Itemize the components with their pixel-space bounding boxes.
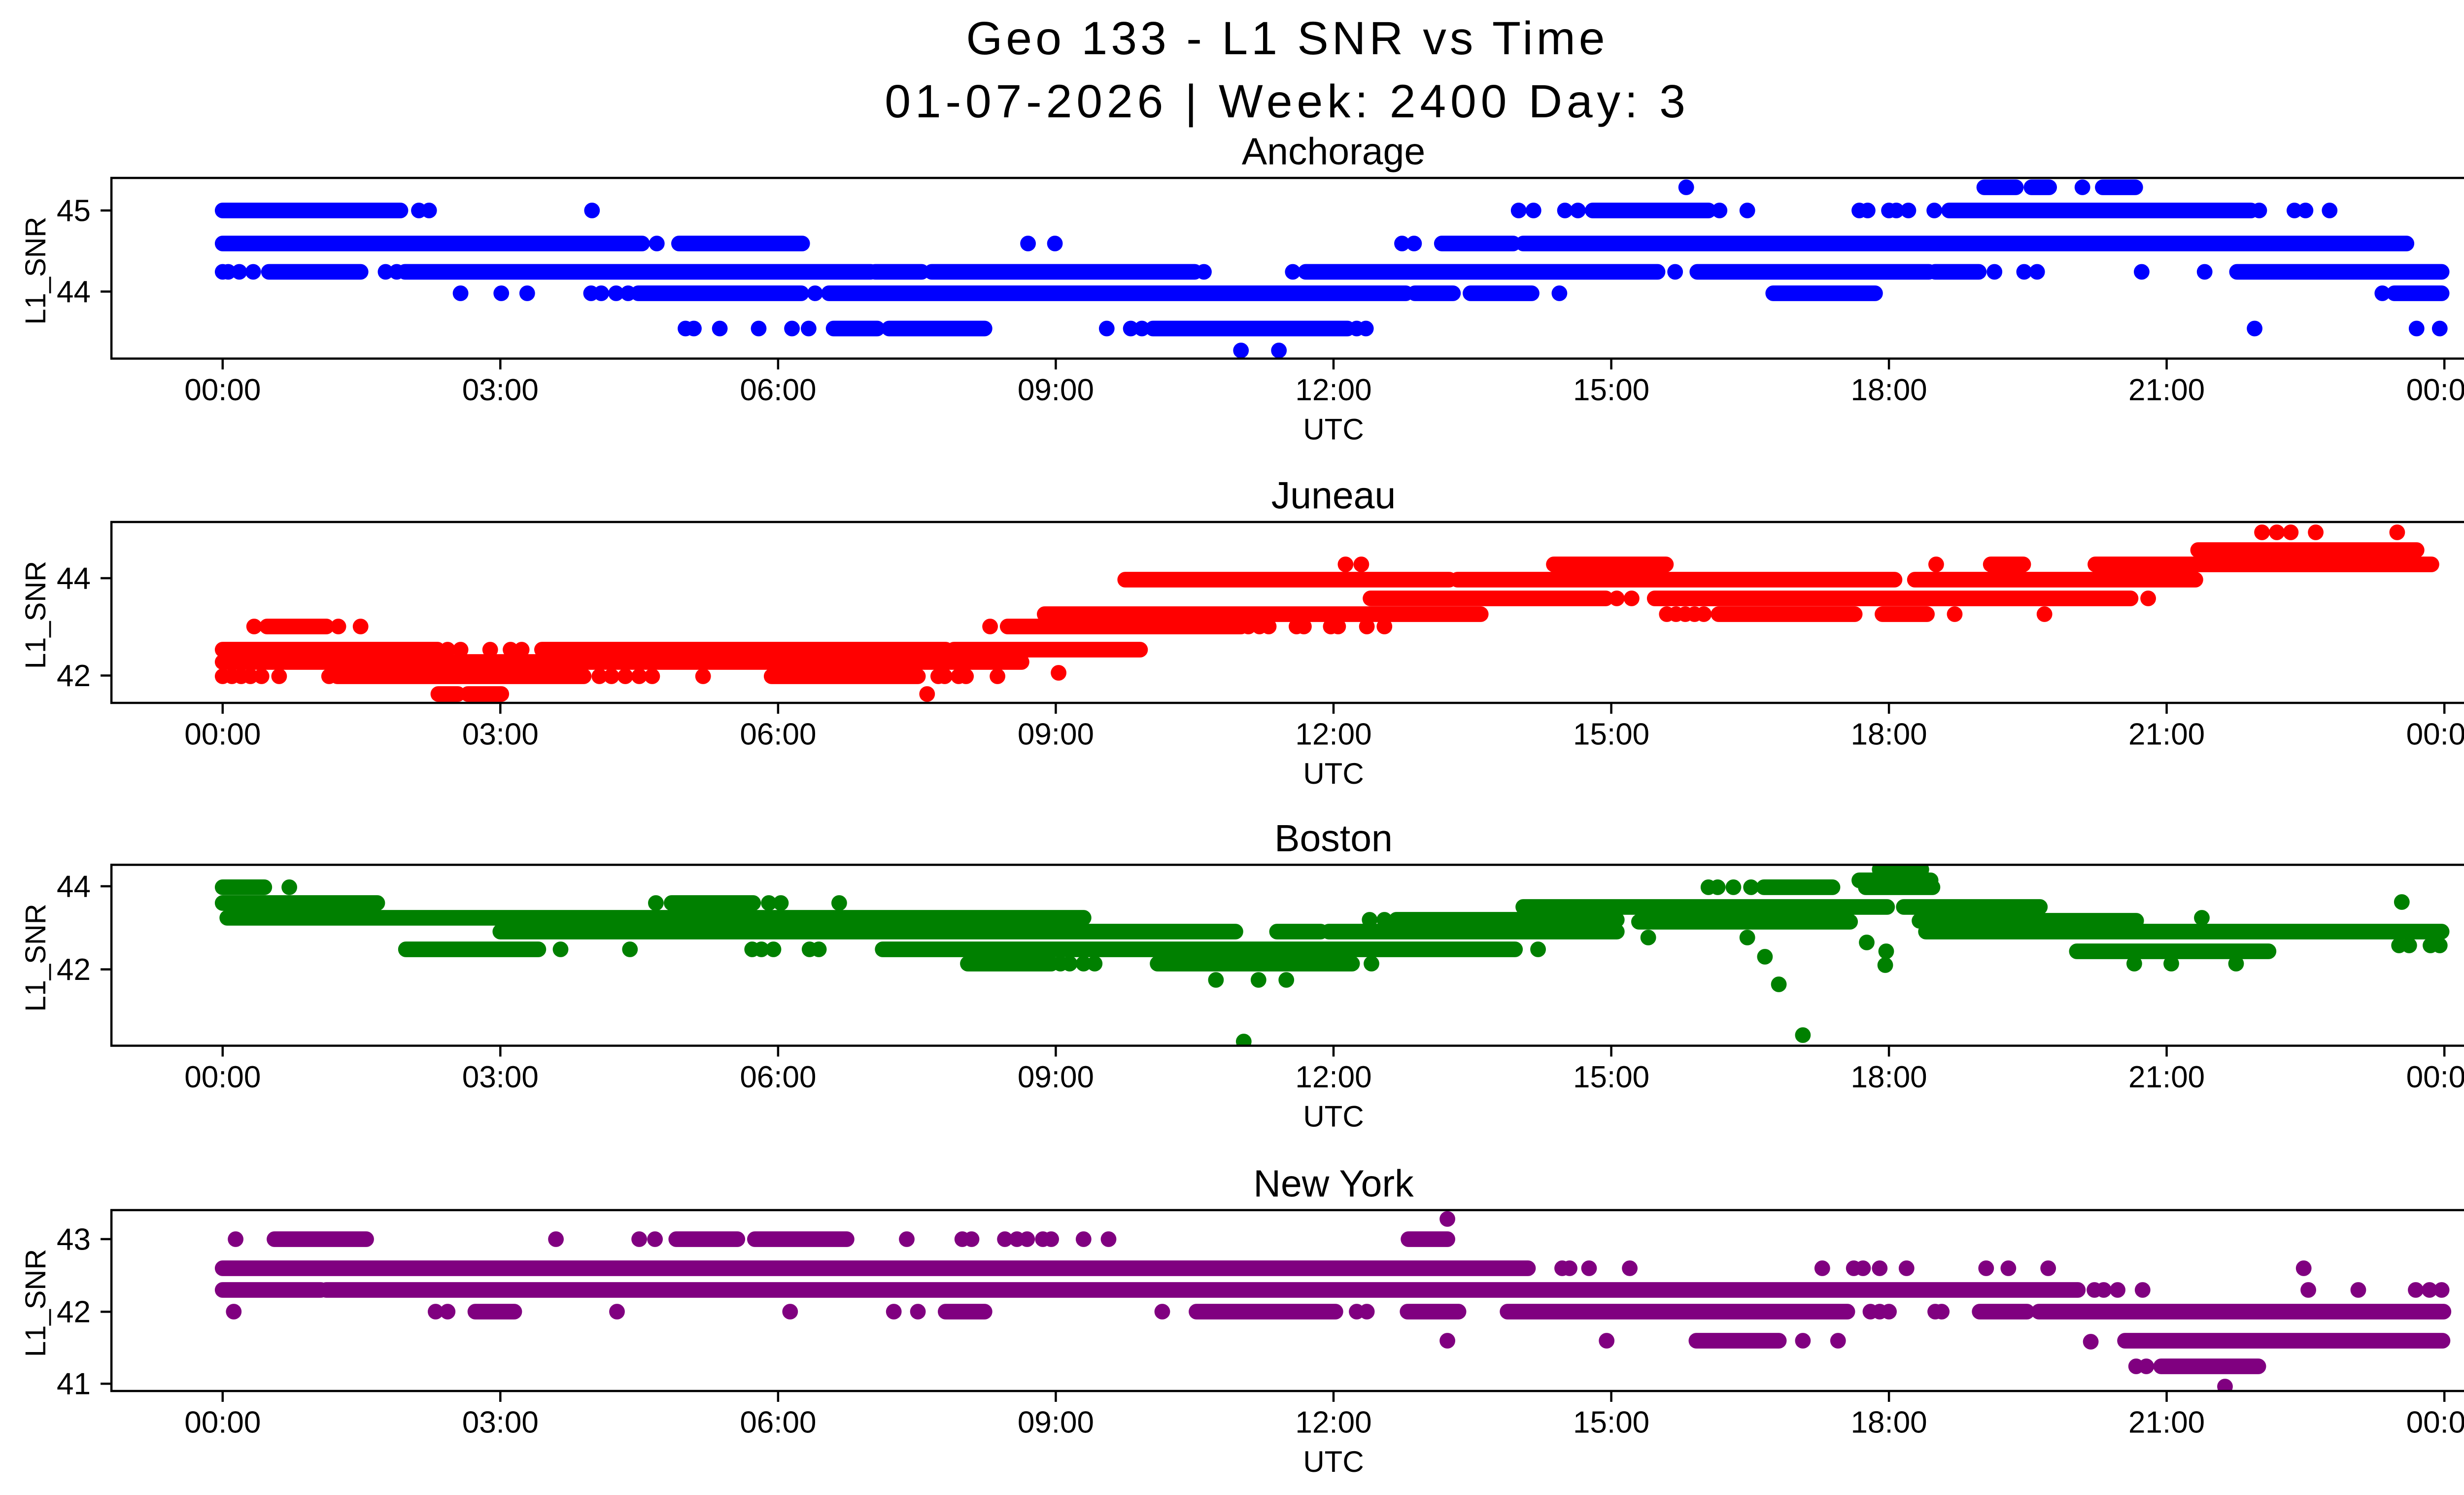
svg-text:00:00: 00:00 — [2406, 1406, 2464, 1440]
svg-text:00:00: 00:00 — [2406, 1060, 2464, 1094]
svg-text:42: 42 — [57, 659, 91, 693]
svg-text:21:00: 21:00 — [2128, 1406, 2205, 1440]
svg-text:Geo 133 - L1 SNR vs Time: Geo 133 - L1 SNR vs Time — [966, 12, 1608, 65]
svg-text:L1_SNR: L1_SNR — [20, 217, 52, 325]
svg-text:00:00: 00:00 — [184, 1060, 261, 1094]
svg-text:21:00: 21:00 — [2128, 373, 2205, 407]
svg-text:06:00: 06:00 — [740, 373, 816, 407]
svg-text:00:00: 00:00 — [2406, 718, 2464, 752]
svg-text:New York: New York — [1253, 1163, 1414, 1205]
svg-text:09:00: 09:00 — [1018, 1406, 1094, 1440]
svg-text:44: 44 — [57, 870, 91, 904]
svg-text:UTC: UTC — [1303, 1445, 1364, 1478]
svg-text:03:00: 03:00 — [462, 1060, 539, 1094]
svg-text:21:00: 21:00 — [2128, 718, 2205, 752]
svg-text:03:00: 03:00 — [462, 373, 539, 407]
svg-text:12:00: 12:00 — [1295, 1060, 1371, 1094]
svg-text:18:00: 18:00 — [1851, 1060, 1927, 1094]
svg-text:18:00: 18:00 — [1851, 718, 1927, 752]
svg-text:00:00: 00:00 — [184, 373, 261, 407]
svg-text:06:00: 06:00 — [740, 1060, 816, 1094]
svg-text:09:00: 09:00 — [1018, 373, 1094, 407]
svg-text:00:00: 00:00 — [2406, 373, 2464, 407]
svg-text:UTC: UTC — [1303, 413, 1364, 446]
svg-text:18:00: 18:00 — [1851, 1406, 1927, 1440]
svg-text:18:00: 18:00 — [1851, 373, 1927, 407]
svg-text:15:00: 15:00 — [1573, 718, 1649, 752]
svg-text:L1_SNR: L1_SNR — [20, 561, 52, 669]
svg-text:12:00: 12:00 — [1295, 718, 1371, 752]
svg-text:06:00: 06:00 — [740, 718, 816, 752]
svg-text:UTC: UTC — [1303, 1100, 1364, 1133]
svg-text:03:00: 03:00 — [462, 1406, 539, 1440]
svg-text:15:00: 15:00 — [1573, 1406, 1649, 1440]
svg-text:00:00: 00:00 — [184, 718, 261, 752]
svg-text:L1_SNR: L1_SNR — [20, 1249, 52, 1357]
svg-text:42: 42 — [57, 1295, 91, 1329]
svg-text:Anchorage: Anchorage — [1242, 131, 1425, 173]
svg-text:01-07-2026 | Week: 2400 Day: 3: 01-07-2026 | Week: 2400 Day: 3 — [885, 75, 1690, 128]
svg-text:42: 42 — [57, 953, 91, 987]
svg-text:06:00: 06:00 — [740, 1406, 816, 1440]
svg-text:21:00: 21:00 — [2128, 1060, 2205, 1094]
svg-text:09:00: 09:00 — [1018, 718, 1094, 752]
svg-text:44: 44 — [57, 562, 91, 596]
svg-text:15:00: 15:00 — [1573, 1060, 1649, 1094]
svg-text:03:00: 03:00 — [462, 718, 539, 752]
svg-text:44: 44 — [57, 275, 91, 309]
svg-text:43: 43 — [57, 1222, 91, 1256]
svg-text:09:00: 09:00 — [1018, 1060, 1094, 1094]
svg-text:45: 45 — [57, 194, 91, 228]
svg-text:41: 41 — [57, 1367, 91, 1401]
svg-text:L1_SNR: L1_SNR — [20, 904, 52, 1011]
svg-text:12:00: 12:00 — [1295, 373, 1371, 407]
svg-text:12:00: 12:00 — [1295, 1406, 1371, 1440]
svg-text:Boston: Boston — [1274, 817, 1393, 860]
svg-text:UTC: UTC — [1303, 757, 1364, 790]
svg-text:Juneau: Juneau — [1271, 475, 1396, 517]
svg-text:15:00: 15:00 — [1573, 373, 1649, 407]
svg-text:00:00: 00:00 — [184, 1406, 261, 1440]
